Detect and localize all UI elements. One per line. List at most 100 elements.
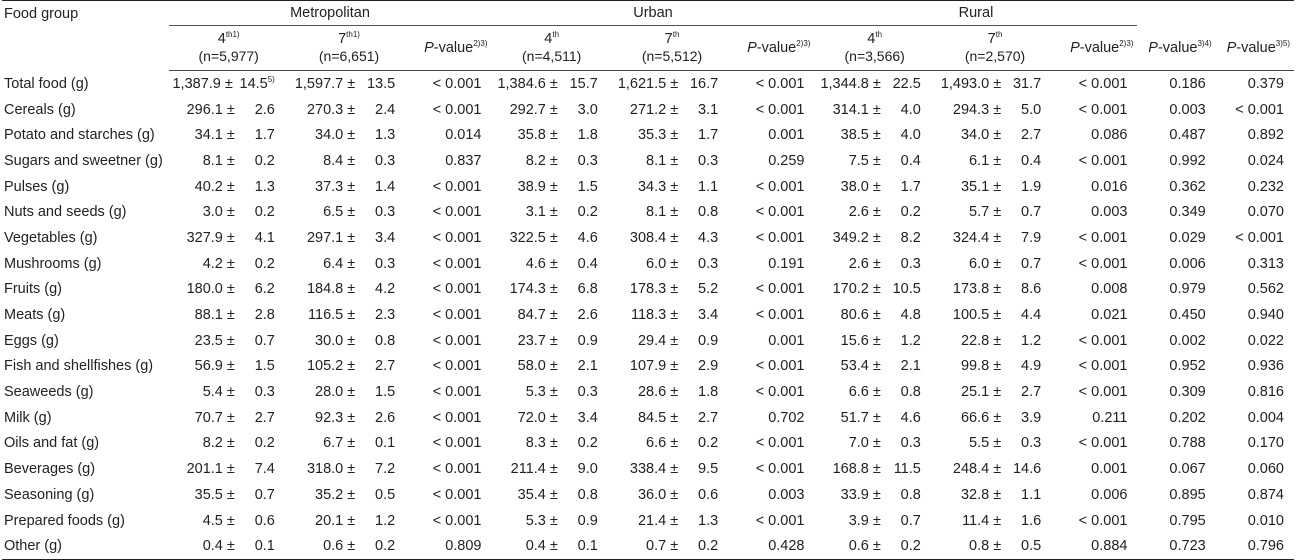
pvalue-cell: < 0.001: [755, 75, 805, 92]
se-value: 8.2: [900, 229, 921, 246]
se-value: 0.2: [900, 204, 921, 221]
pvalue-cell: 0.979: [1169, 281, 1206, 298]
se-value: 4.8: [900, 307, 921, 324]
pvalue-cell: 0.010: [1247, 512, 1284, 529]
se-value: 14.5: [239, 75, 268, 92]
mean-se-cell: 8.2 ± 0.3: [491, 148, 611, 174]
sample-size: (n=2,570): [964, 47, 1026, 64]
mean-value: 99.8 ±: [960, 358, 1002, 375]
pvalue-cell: 0.006: [1169, 255, 1206, 272]
pvalue-cell: < 0.001: [1078, 358, 1128, 375]
mean-value: 294.3 ±: [952, 101, 1002, 118]
mean-se-cell: 7.0 ± 0.3: [814, 431, 934, 457]
mean-se-cell: 28.6 ± 1.8: [612, 379, 732, 405]
pvalue-cell: < 0.001: [1235, 229, 1284, 246]
mean-value: 168.8 ±: [832, 461, 881, 478]
mean-se-cell: 3.9 ± 0.7: [814, 508, 934, 534]
se-value: 2.6: [254, 101, 275, 118]
metropolitan-header: Metropolitan: [168, 0, 492, 26]
mean-se-cell: 35.8 ± 1.8: [491, 122, 611, 148]
mean-value: 270.3 ±: [306, 101, 356, 118]
mean-se-cell: 338.4 ± 9.5: [612, 456, 732, 482]
pvalue-cell: < 0.001: [1078, 229, 1128, 246]
se-value: 2.7: [1021, 384, 1042, 401]
mean-se-cell: 84.5 ± 2.7: [612, 405, 732, 431]
mean-se-cell: 5.5 ± 0.3: [935, 431, 1055, 457]
mean-se-cell: 107.9 ± 2.9: [612, 354, 732, 380]
mean-value: 8.1 ±: [646, 152, 679, 169]
se-value: 1.4: [375, 178, 396, 195]
se-value: 0.3: [698, 255, 719, 272]
mean-se-cell: 88.1 ± 2.8: [169, 302, 289, 328]
se-value: 1.2: [375, 512, 396, 529]
mean-se-cell: 322.5 ± 4.6: [491, 225, 611, 251]
se-value: 0.2: [900, 538, 921, 555]
se-value: 0.8: [900, 384, 921, 401]
pvalue-cell: 0.259: [768, 152, 805, 169]
table-row: Prepared foods (g) 4.5 ± 0.6 20.1 ± 1.2 < 0.0…: [2, 508, 1294, 534]
mean-se-cell: 0.8 ± 0.5: [934, 533, 1056, 560]
pvalue-cell: 0.796: [1215, 533, 1294, 560]
mean-se-cell: 174.3 ± 6.8: [491, 277, 611, 303]
mean-value: 34.1 ±: [194, 127, 235, 144]
table-row: Meats (g) 88.1 ± 2.8 116.5 ± 2.3 < 0.001 84.7 …: [2, 302, 1294, 328]
se-value: 2.1: [577, 358, 598, 375]
pvalue-cell: < 0.001: [1078, 332, 1128, 349]
mean-value: 6.7 ±: [323, 435, 356, 452]
pvalue-cell: < 0.001: [1078, 384, 1128, 401]
se-value: 0.9: [577, 332, 598, 349]
mean-value: 8.4 ±: [323, 152, 356, 169]
se-value: 4.0: [900, 127, 921, 144]
mean-value: 92.3 ±: [315, 409, 356, 426]
pvalue-cell: 0.014: [445, 127, 482, 144]
mean-se-cell: 70.7 ± 2.7: [169, 405, 289, 431]
mean-se-cell: 1,384.6 ± 15.7: [491, 71, 611, 97]
mean-value: 1,387.9 ±: [172, 75, 233, 92]
mean-value: 4.5 ±: [202, 512, 235, 529]
se-value: 1.8: [698, 384, 719, 401]
se-value: 2.9: [698, 358, 719, 375]
pvalue-cell: 0.067: [1169, 461, 1206, 478]
mean-value: 322.5 ±: [509, 229, 558, 246]
table-body: Total food (g) 1,387.9 ±14.55) 1,597.7 ±13…: [2, 71, 1294, 560]
pvalue-cell: < 0.001: [432, 512, 482, 529]
urban-grade7-header: 7th (n=5,512): [611, 25, 733, 71]
pvalue-cell: 0.003: [768, 486, 805, 503]
mean-value: 7.0 ±: [848, 435, 881, 452]
food-group-cell: Other (g): [2, 533, 169, 560]
mean-se-cell: 53.4 ± 2.1: [814, 354, 934, 380]
pvalue-cell: < 0.001: [755, 307, 805, 324]
pvalue-cell: 0.379: [1247, 75, 1284, 92]
pvalue-cell: 0.936: [1247, 358, 1284, 375]
mean-value: 20.1 ±: [315, 512, 356, 529]
food-group-cell: Seasoning (g): [4, 486, 95, 503]
se-value: 0.8: [900, 486, 921, 503]
se-value: 0.1: [375, 435, 396, 452]
pvalue-cell: 0.788: [1169, 435, 1206, 452]
pvalue-cell: < 0.001: [432, 332, 482, 349]
mean-value: 173.8 ±: [952, 281, 1002, 298]
pvalue-cell: 0.874: [1247, 486, 1284, 503]
mean-se-cell: 15.6 ± 1.2: [814, 328, 934, 354]
urban-pvalue-header: P-value2)3): [732, 25, 815, 71]
mean-value: 34.0 ±: [960, 127, 1002, 144]
food-group-cell: Vegetables (g): [4, 229, 98, 246]
pvalue-cell: < 0.001: [755, 281, 805, 298]
table-row: Sugars and sweetner (g) 8.1 ± 0.2 8.4 ± 0.3 0…: [2, 148, 1294, 174]
mean-se-cell: 327.9 ± 4.1: [169, 225, 289, 251]
se-value: 2.7: [1021, 127, 1042, 144]
urban-grade4-header: 4th (n=4,511): [491, 25, 612, 71]
se-value: 1.7: [698, 127, 719, 144]
mean-se-cell: 294.3 ± 5.0: [935, 97, 1055, 123]
mean-value: 201.1 ±: [186, 461, 235, 478]
mean-value: 349.2 ±: [832, 229, 881, 246]
mean-value: 38.0 ±: [840, 178, 881, 195]
p-superscript: 2)3): [473, 39, 488, 49]
se-value: 11.5: [893, 461, 921, 478]
se-value: 0.3: [375, 152, 396, 169]
rural-pvalue-header: P-value2)3): [1055, 25, 1138, 71]
se-value: 0.7: [900, 512, 921, 529]
mean-se-cell: 38.0 ± 1.7: [814, 174, 934, 200]
pvalue-cell: < 0.001: [432, 409, 482, 426]
pvalue-cell: < 0.001: [755, 358, 805, 375]
